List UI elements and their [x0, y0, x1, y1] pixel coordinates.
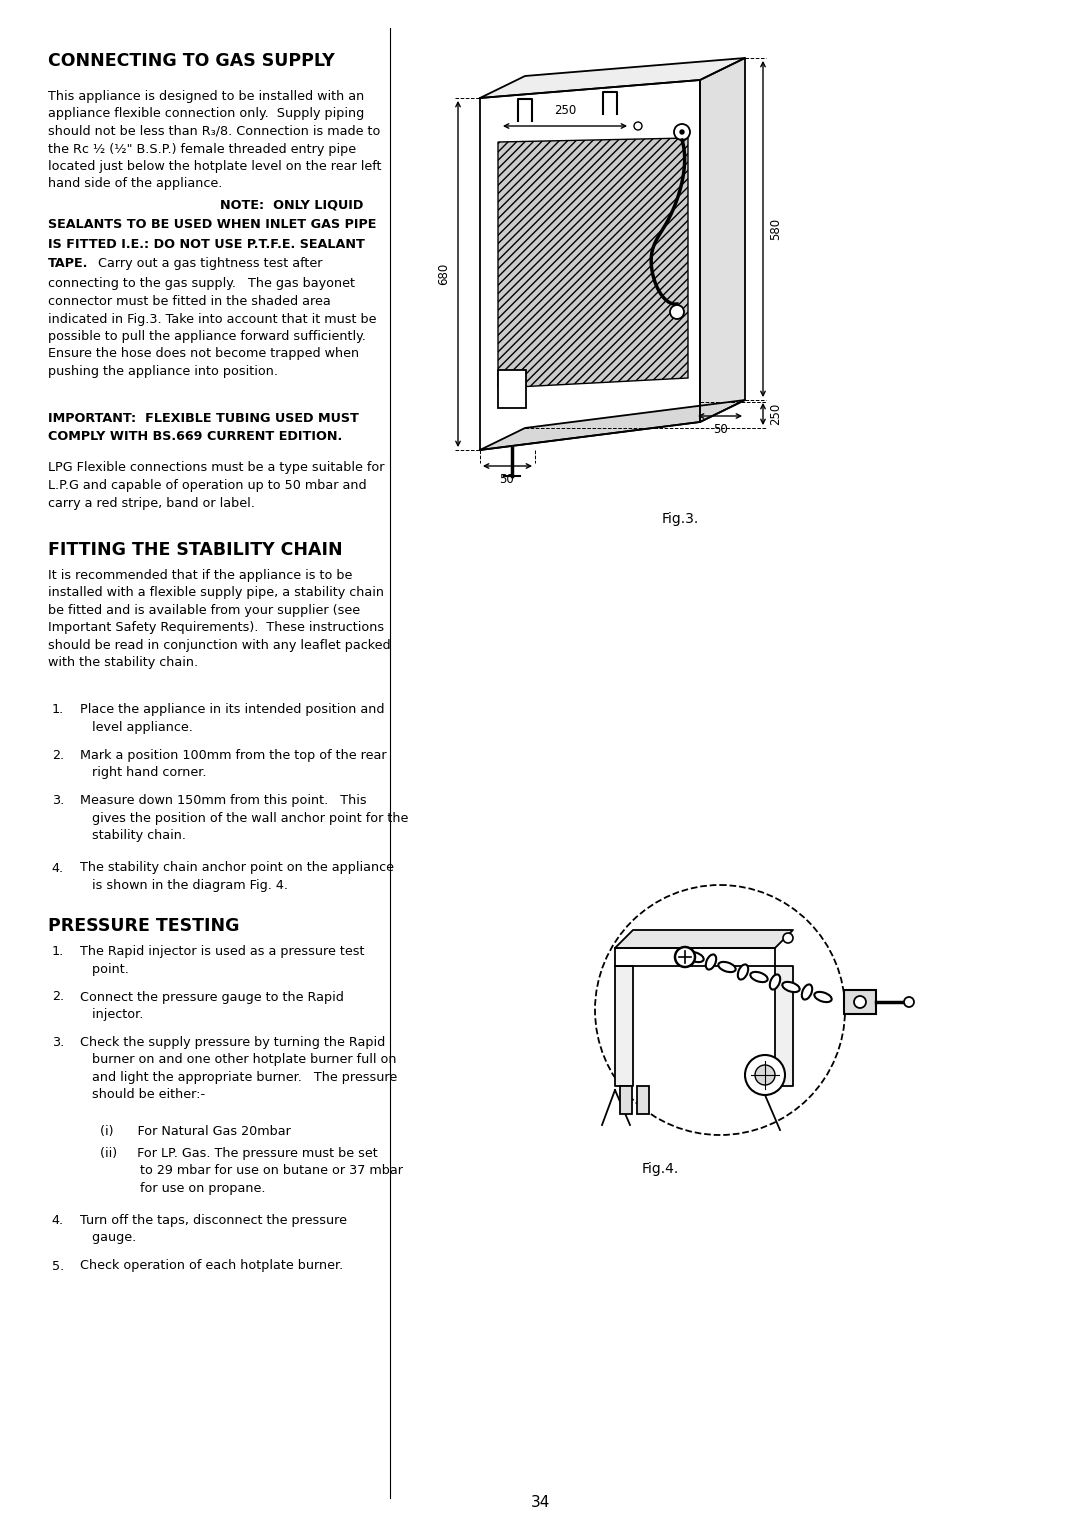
Text: 3.: 3. [52, 795, 64, 807]
Text: 2.: 2. [52, 990, 64, 1004]
Ellipse shape [718, 963, 735, 972]
Circle shape [670, 306, 684, 319]
Ellipse shape [770, 975, 780, 990]
Text: Check the supply pressure by turning the Rapid
   burner on and one other hotpla: Check the supply pressure by turning the… [80, 1036, 397, 1102]
Polygon shape [615, 931, 793, 947]
Text: 4.: 4. [52, 862, 64, 874]
Ellipse shape [686, 952, 704, 963]
Polygon shape [480, 58, 745, 98]
Circle shape [674, 124, 690, 141]
Ellipse shape [801, 984, 812, 999]
Polygon shape [700, 58, 745, 422]
Text: 3.: 3. [52, 1036, 64, 1050]
Text: CONNECTING TO GAS SUPPLY: CONNECTING TO GAS SUPPLY [48, 52, 335, 70]
Circle shape [755, 1065, 775, 1085]
Ellipse shape [706, 955, 716, 970]
Text: Fig.3.: Fig.3. [661, 512, 699, 526]
Bar [843, 990, 876, 1015]
Text: IMPORTANT:  FLEXIBLE TUBING USED MUST
COMPLY WITH BS.669 CURRENT EDITION.: IMPORTANT: FLEXIBLE TUBING USED MUST COM… [48, 413, 359, 443]
Text: Fig.4.: Fig.4. [642, 1161, 678, 1177]
Text: The stability chain anchor point on the appliance
   is shown in the diagram Fig: The stability chain anchor point on the … [80, 862, 394, 892]
Polygon shape [615, 966, 633, 1086]
Ellipse shape [814, 992, 832, 1002]
Text: This appliance is designed to be installed with an
appliance flexible connection: This appliance is designed to be install… [48, 90, 381, 191]
Text: 5.: 5. [52, 1259, 64, 1273]
Text: 50: 50 [500, 474, 514, 486]
Text: Turn off the taps, disconnect the pressure
   gauge.: Turn off the taps, disconnect the pressu… [80, 1215, 347, 1244]
Text: (ii)     For LP. Gas. The pressure must be set
          to 29 mbar for use on b: (ii) For LP. Gas. The pressure must be s… [100, 1146, 403, 1195]
Text: 680: 680 [437, 263, 450, 286]
Text: Carry out a gas tightness test after: Carry out a gas tightness test after [90, 257, 323, 270]
Text: Connect the pressure gauge to the Rapid
   injector.: Connect the pressure gauge to the Rapid … [80, 990, 343, 1021]
Circle shape [745, 1054, 785, 1096]
Ellipse shape [751, 972, 768, 983]
Text: PRESSURE TESTING: PRESSURE TESTING [48, 917, 240, 935]
Text: Check operation of each hotplate burner.: Check operation of each hotplate burner. [80, 1259, 343, 1273]
Text: 34: 34 [530, 1494, 550, 1510]
Text: Mark a position 100mm from the top of the rear
   right hand corner.: Mark a position 100mm from the top of th… [80, 749, 387, 779]
Circle shape [854, 996, 866, 1008]
Text: 250: 250 [769, 403, 782, 425]
Text: The Rapid injector is used as a pressure test
   point.: The Rapid injector is used as a pressure… [80, 944, 365, 975]
Text: 4.: 4. [52, 1215, 64, 1227]
Text: Place the appliance in its intended position and
   level appliance.: Place the appliance in its intended posi… [80, 703, 384, 733]
Text: Measure down 150mm from this point.   This
   gives the position of the wall anc: Measure down 150mm from this point. This… [80, 795, 408, 842]
Text: 580: 580 [769, 219, 782, 240]
Polygon shape [615, 947, 775, 966]
Circle shape [675, 947, 696, 967]
Bar [637, 1086, 649, 1114]
Text: 2.: 2. [52, 749, 64, 762]
Text: LPG Flexible connections must be a type suitable for
L.P.G and capable of operat: LPG Flexible connections must be a type … [48, 461, 384, 509]
Text: 250: 250 [554, 104, 576, 118]
Bar [498, 370, 526, 408]
Ellipse shape [782, 983, 799, 992]
Polygon shape [480, 79, 700, 451]
Text: NOTE:  ONLY LIQUID: NOTE: ONLY LIQUID [220, 199, 363, 212]
Text: TAPE.: TAPE. [48, 257, 89, 270]
Text: 1.: 1. [52, 944, 64, 958]
Circle shape [634, 122, 642, 130]
Polygon shape [480, 400, 745, 451]
Text: FITTING THE STABILITY CHAIN: FITTING THE STABILITY CHAIN [48, 541, 342, 559]
Text: 50: 50 [713, 423, 727, 435]
Polygon shape [775, 966, 793, 1086]
Circle shape [904, 996, 914, 1007]
Text: 1.: 1. [52, 703, 64, 717]
Text: (i)      For Natural Gas 20mbar: (i) For Natural Gas 20mbar [100, 1125, 291, 1138]
Text: connecting to the gas supply.   The gas bayonet
connector must be fitted in the : connecting to the gas supply. The gas ba… [48, 278, 377, 377]
Text: IS FITTED I.E.: DO NOT USE P.T.F.E. SEALANT: IS FITTED I.E.: DO NOT USE P.T.F.E. SEAL… [48, 238, 365, 251]
Bar [620, 1086, 632, 1114]
Circle shape [680, 130, 684, 134]
Circle shape [783, 934, 793, 943]
Ellipse shape [738, 964, 748, 979]
Text: SEALANTS TO BE USED WHEN INLET GAS PIPE: SEALANTS TO BE USED WHEN INLET GAS PIPE [48, 219, 376, 231]
Text: It is recommended that if the appliance is to be
installed with a flexible suppl: It is recommended that if the appliance … [48, 568, 391, 669]
Polygon shape [498, 138, 688, 388]
